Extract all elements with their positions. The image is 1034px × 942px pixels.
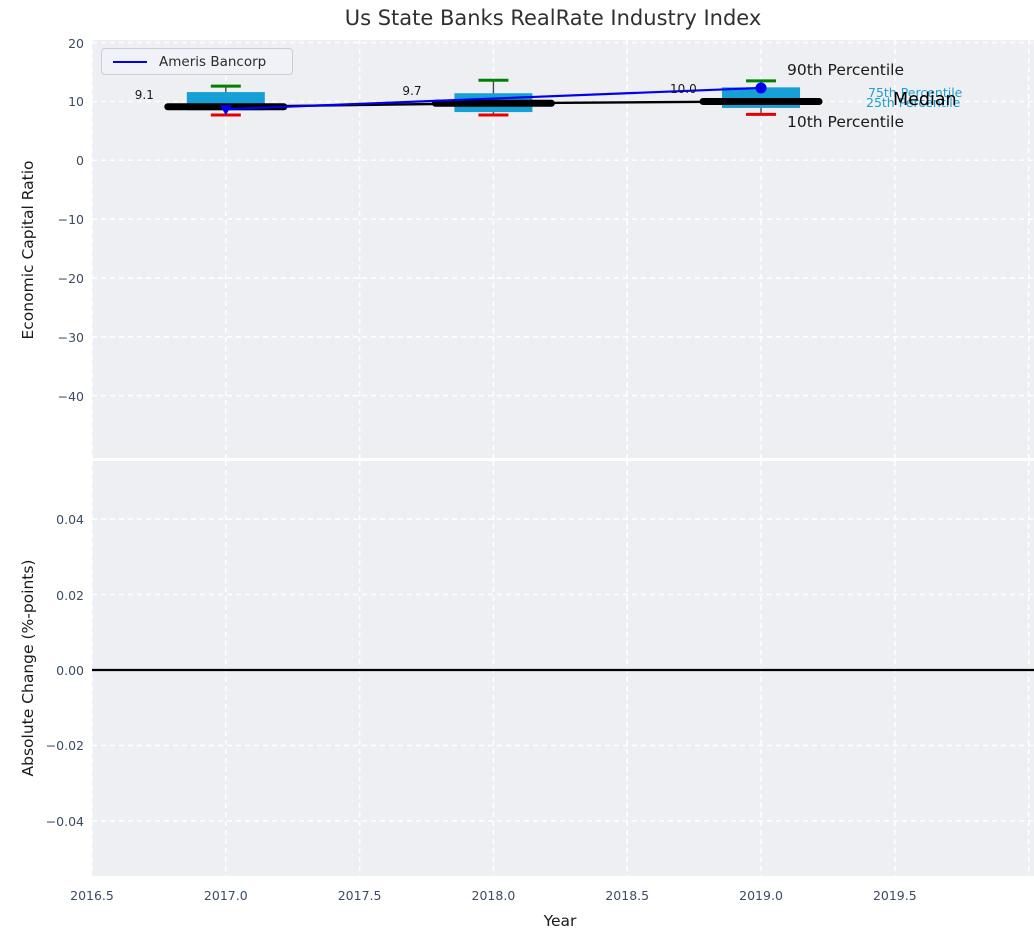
y-tick-label: 0.02 <box>56 587 84 603</box>
median-value-label: 10.0 <box>670 82 697 97</box>
median-value-label: 9.1 <box>134 87 154 102</box>
ameris-marker-circle <box>755 82 767 94</box>
x-tick-label: 2017.0 <box>203 888 248 903</box>
bottom-plot-canvas <box>92 461 1034 876</box>
x-tick-label: 2017.5 <box>337 888 382 903</box>
annotation-median: Median <box>893 90 957 110</box>
y-tick-label: 0.00 <box>56 663 84 678</box>
bottom-y-axis-label: Absolute Change (%-points) <box>19 559 37 777</box>
y-tick-label: 20 <box>68 35 84 51</box>
legend-label: Ameris Bancorp <box>159 53 267 70</box>
y-tick-label: −10 <box>57 212 84 228</box>
annotation-25th-percentile: 25th Percentile <box>866 95 961 110</box>
legend[interactable]: Ameris Bancorp <box>101 48 293 75</box>
legend-line-sample-icon <box>113 60 147 63</box>
x-tick-label: 2018.0 <box>471 888 516 903</box>
x-tick-label: 2019.0 <box>739 888 783 903</box>
annotation-75th-percentile: 75th Percentile <box>868 85 963 100</box>
top-plot-area: Ameris Bancorp <box>92 40 1034 458</box>
y-tick-label: −40 <box>57 388 84 404</box>
x-tick-label: 2019.5 <box>872 888 917 903</box>
bottom-plot-area <box>92 461 1034 876</box>
x-tick-label: 2018.5 <box>605 888 650 903</box>
annotation-90th-percentile: 90th Percentile <box>787 61 905 79</box>
y-tick-label: 0 <box>76 153 84 169</box>
y-tick-label: −0.04 <box>45 813 84 829</box>
median-value-label: 9.7 <box>402 84 422 99</box>
ameris-marker-triangle-down <box>219 105 232 116</box>
x-axis-label: Year <box>543 912 577 930</box>
top-y-axis-label: Economic Capital Ratio <box>19 160 37 340</box>
annotation-10th-percentile: 10th Percentile <box>787 113 905 131</box>
x-tick-label: 2016.5 <box>70 888 114 903</box>
y-tick-label: −30 <box>57 329 84 345</box>
y-tick-label: −0.02 <box>45 738 84 754</box>
y-tick-label: 0.04 <box>56 512 84 528</box>
ameris-line <box>225 86 762 111</box>
top-plot-canvas <box>92 40 1034 458</box>
y-tick-label: −20 <box>57 270 84 286</box>
chart-title: Us State Banks RealRate Industry Index <box>344 6 762 30</box>
y-tick-label: 10 <box>68 94 84 110</box>
